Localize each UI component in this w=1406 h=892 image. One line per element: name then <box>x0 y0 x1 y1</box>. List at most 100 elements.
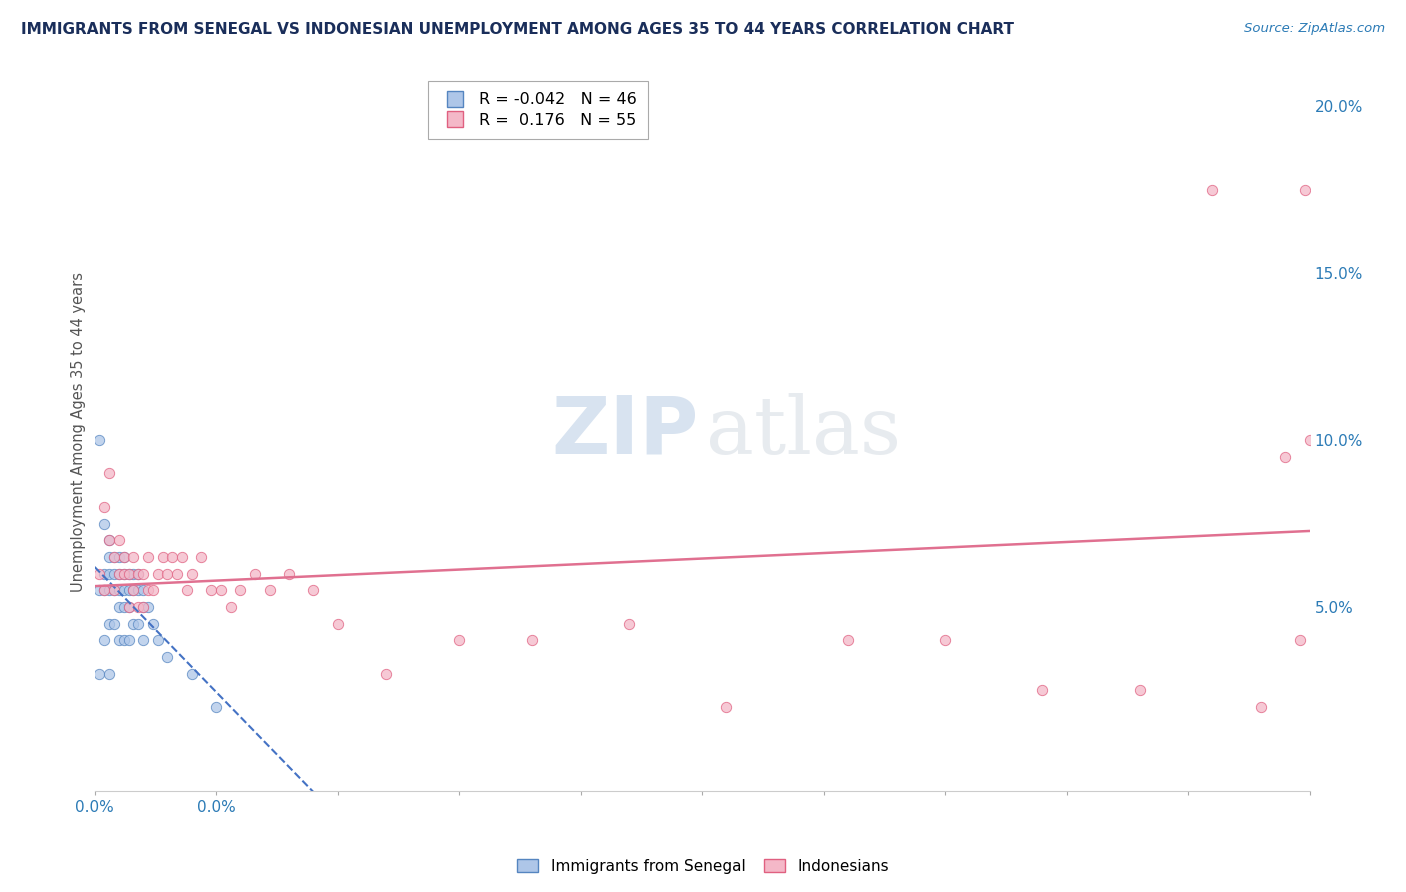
Point <box>127 599 149 614</box>
Point <box>117 599 139 614</box>
Point <box>89 583 111 598</box>
Point <box>180 566 202 581</box>
Point <box>98 467 121 481</box>
Point <box>716 700 738 714</box>
Point <box>219 599 242 614</box>
Point <box>190 549 212 564</box>
Point <box>122 549 145 564</box>
Point <box>375 666 398 681</box>
Point <box>98 549 121 564</box>
Point <box>136 583 159 598</box>
Point <box>122 566 145 581</box>
Point <box>180 666 202 681</box>
Point <box>112 549 135 564</box>
Point <box>142 616 165 631</box>
Point <box>142 583 165 598</box>
Point <box>278 566 301 581</box>
Point <box>934 633 956 648</box>
Point <box>132 599 155 614</box>
Point <box>108 533 131 548</box>
Point <box>619 616 641 631</box>
Point <box>1201 183 1223 197</box>
Point <box>93 583 115 598</box>
Point <box>132 566 155 581</box>
Point <box>117 633 139 648</box>
Point <box>152 549 174 564</box>
Point <box>108 599 131 614</box>
Point <box>1298 433 1320 447</box>
Point <box>136 549 159 564</box>
Point <box>136 599 159 614</box>
Point <box>229 583 252 598</box>
Point <box>209 583 232 598</box>
Point <box>98 666 121 681</box>
Legend: R = -0.042   N = 46, R =  0.176   N = 55: R = -0.042 N = 46, R = 0.176 N = 55 <box>427 81 648 139</box>
Point <box>1031 683 1053 698</box>
Point <box>1289 633 1312 648</box>
Y-axis label: Unemployment Among Ages 35 to 44 years: Unemployment Among Ages 35 to 44 years <box>72 272 86 591</box>
Point <box>117 566 139 581</box>
Text: atlas: atlas <box>706 392 901 471</box>
Point <box>520 633 543 648</box>
Legend: Immigrants from Senegal, Indonesians: Immigrants from Senegal, Indonesians <box>510 853 896 880</box>
Point <box>93 500 115 514</box>
Point <box>170 549 193 564</box>
Point <box>112 566 135 581</box>
Point <box>103 549 125 564</box>
Point <box>302 583 325 598</box>
Point <box>200 583 222 598</box>
Point <box>103 566 125 581</box>
Point <box>156 650 179 665</box>
Point <box>108 583 131 598</box>
Point <box>205 700 228 714</box>
Point <box>112 633 135 648</box>
Point <box>166 566 188 581</box>
Point <box>112 566 135 581</box>
Point <box>112 549 135 564</box>
Point <box>156 566 179 581</box>
Text: IMMIGRANTS FROM SENEGAL VS INDONESIAN UNEMPLOYMENT AMONG AGES 35 TO 44 YEARS COR: IMMIGRANTS FROM SENEGAL VS INDONESIAN UN… <box>21 22 1014 37</box>
Point <box>103 549 125 564</box>
Point <box>112 599 135 614</box>
Point <box>1294 183 1316 197</box>
Point <box>162 549 184 564</box>
Point <box>93 583 115 598</box>
Text: Source: ZipAtlas.com: Source: ZipAtlas.com <box>1244 22 1385 36</box>
Text: ZIP: ZIP <box>551 392 699 471</box>
Point <box>98 583 121 598</box>
Point <box>108 633 131 648</box>
Point <box>837 633 859 648</box>
Point <box>98 616 121 631</box>
Point <box>127 566 149 581</box>
Point <box>89 566 111 581</box>
Point <box>127 566 149 581</box>
Point <box>326 616 349 631</box>
Point <box>146 566 169 581</box>
Point <box>146 633 169 648</box>
Point <box>127 616 149 631</box>
Point <box>93 633 115 648</box>
Point <box>176 583 198 598</box>
Point <box>122 616 145 631</box>
Point <box>122 583 145 598</box>
Point <box>243 566 266 581</box>
Point <box>98 533 121 548</box>
Point <box>108 566 131 581</box>
Point <box>89 433 111 447</box>
Point <box>132 583 155 598</box>
Point <box>127 583 149 598</box>
Point <box>117 566 139 581</box>
Point <box>93 566 115 581</box>
Point <box>259 583 281 598</box>
Point <box>449 633 471 648</box>
Point <box>98 533 121 548</box>
Point <box>89 666 111 681</box>
Point <box>132 633 155 648</box>
Point <box>117 599 139 614</box>
Point <box>1274 450 1296 464</box>
Point <box>98 566 121 581</box>
Point <box>93 516 115 531</box>
Point <box>112 583 135 598</box>
Point <box>103 583 125 598</box>
Point <box>108 549 131 564</box>
